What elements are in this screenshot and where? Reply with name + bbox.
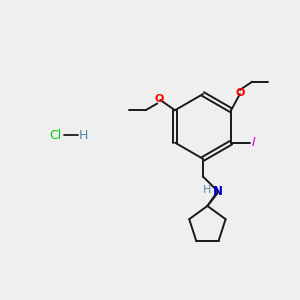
Text: O: O — [155, 94, 164, 104]
Text: I: I — [252, 136, 256, 149]
Text: H: H — [203, 185, 212, 195]
Text: N: N — [213, 185, 223, 198]
Text: Cl: Cl — [50, 129, 62, 142]
Text: H: H — [79, 129, 88, 142]
Text: O: O — [235, 88, 244, 98]
